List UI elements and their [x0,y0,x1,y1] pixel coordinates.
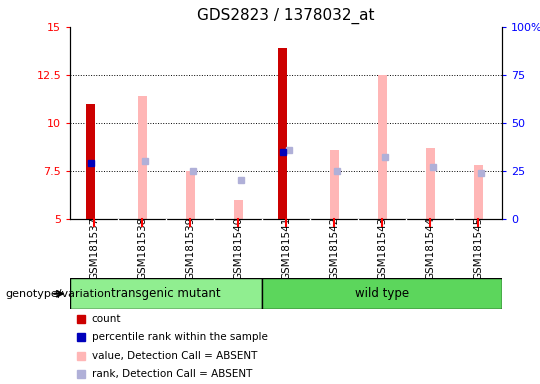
Text: GSM181541: GSM181541 [281,217,291,280]
Text: GSM181540: GSM181540 [233,217,243,280]
Text: wild type: wild type [355,287,409,300]
Bar [262,278,502,309]
Text: GSM181538: GSM181538 [137,217,147,280]
Bar [426,148,435,219]
Text: GSM181539: GSM181539 [185,217,195,280]
Text: GSM181543: GSM181543 [377,217,387,280]
Bar [330,150,339,219]
Text: rank, Detection Call = ABSENT: rank, Detection Call = ABSENT [92,369,252,379]
Text: GSM181542: GSM181542 [329,217,339,280]
Text: percentile rank within the sample: percentile rank within the sample [92,332,268,342]
Text: transgenic mutant: transgenic mutant [111,287,221,300]
Bar [138,96,146,219]
Text: genotype/variation: genotype/variation [5,289,111,299]
Bar [378,75,387,219]
Bar [86,104,94,219]
Bar [474,165,483,219]
Text: value, Detection Call = ABSENT: value, Detection Call = ABSENT [92,351,257,361]
Bar [70,278,262,309]
Text: GSM181537: GSM181537 [89,217,99,280]
Text: count: count [92,314,122,324]
Title: GDS2823 / 1378032_at: GDS2823 / 1378032_at [198,8,375,24]
Bar [186,171,194,219]
Bar [234,200,242,219]
Text: GSM181545: GSM181545 [473,217,483,280]
Bar [278,48,287,219]
Text: GSM181544: GSM181544 [425,217,435,280]
